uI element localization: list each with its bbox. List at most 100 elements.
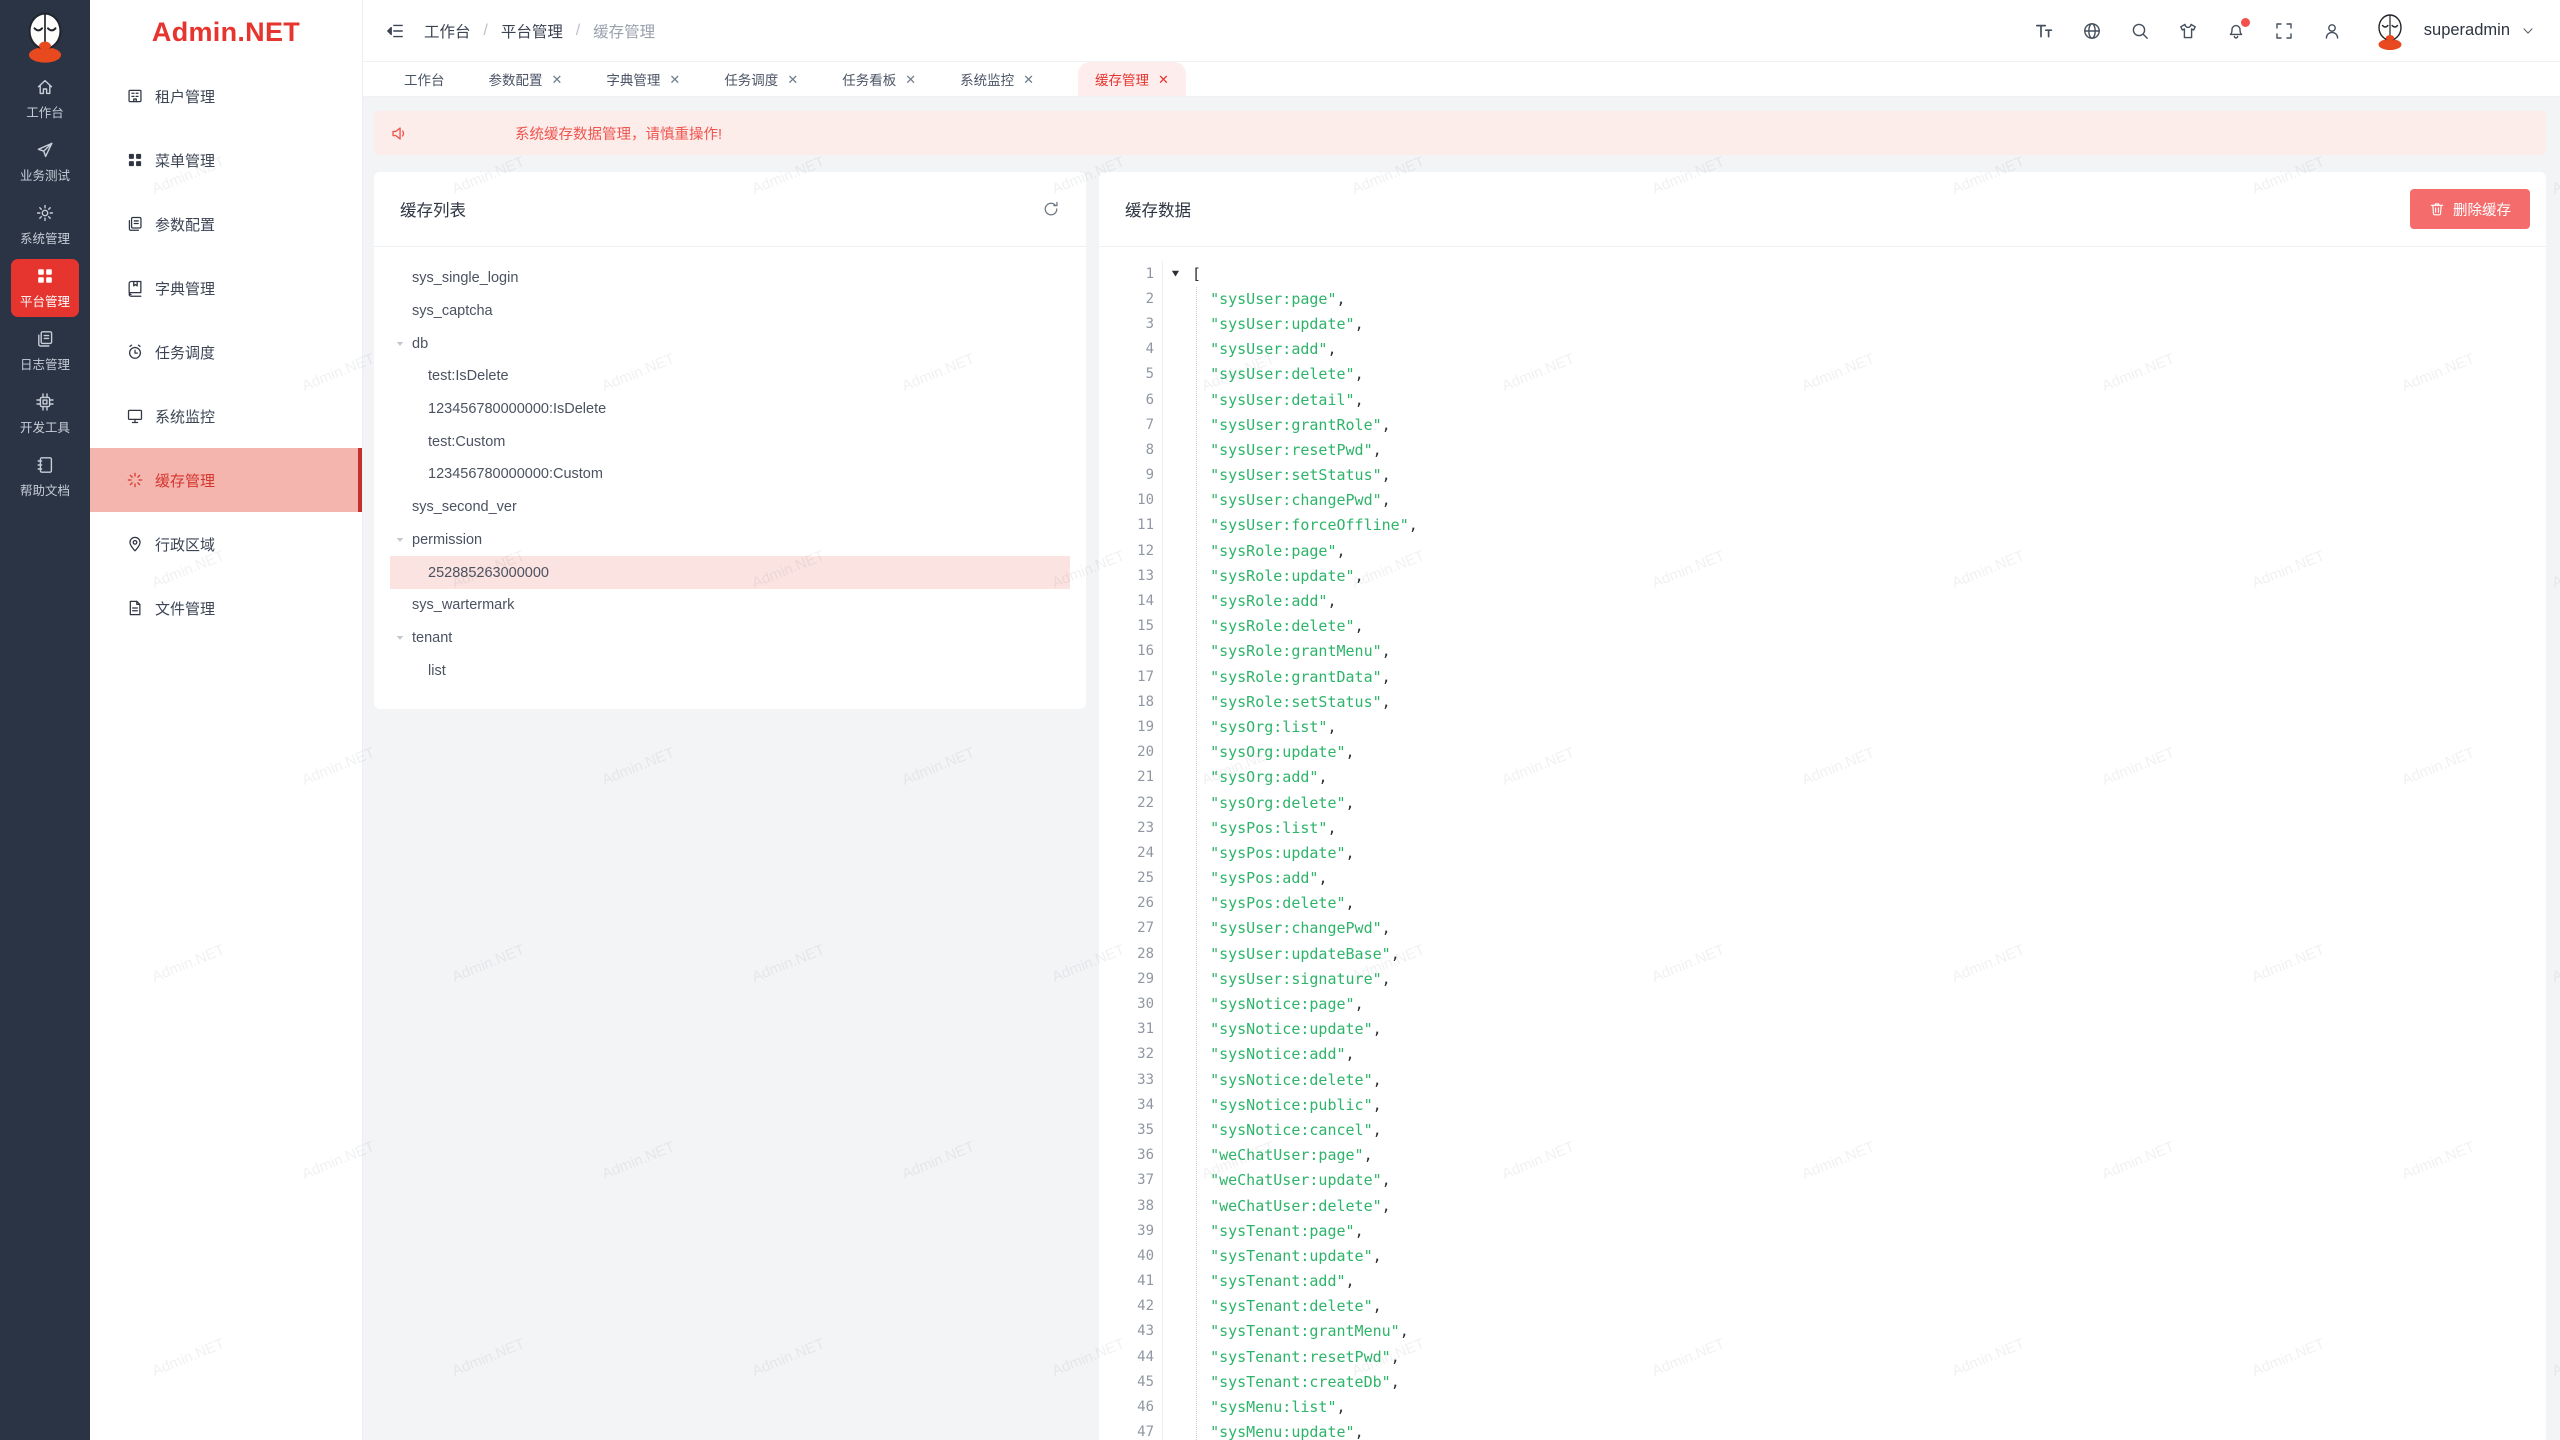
code-text: "sysOrg:list", [1210,717,1337,736]
editor-line: 19 "sysOrg:list", [1099,714,2546,740]
tab-3[interactable]: 任务调度 ✕ [724,62,798,96]
rail-item-5[interactable]: 开发工具 [11,385,79,443]
tree-node-label: sys_captcha [412,303,493,320]
tree-node-252885263000000[interactable]: 252885263000000 [390,556,1070,589]
secondary-sidebar-nav: 租户管理 菜单管理 参数配置 字典管理 任务调度 系统监控 缓存管理 行政区域 … [90,64,362,640]
tree-node-label: sys_single_login [412,270,519,287]
tree-node-sys_single_login[interactable]: sys_single_login [390,262,1070,295]
caret-down-icon[interactable] [394,534,412,546]
tree-node-123456780000000:Custom[interactable]: 123456780000000:Custom [390,458,1070,491]
rail-item-2[interactable]: 系统管理 [11,196,79,254]
close-icon[interactable]: ✕ [669,71,681,87]
sidebar-item-0[interactable]: 租户管理 [90,64,362,128]
rail-item-label: 开发工具 [19,421,70,435]
tab-label: 任务调度 [724,73,779,88]
breadcrumb-item-1[interactable]: 平台管理 [500,23,563,41]
tab-label: 系统监控 [960,73,1015,88]
chevron-down-icon[interactable] [2520,23,2536,39]
tab-5[interactable]: 系统监控 ✕ [960,62,1034,96]
close-icon[interactable]: ✕ [787,71,799,87]
editor-line: 18 "sysRole:setStatus", [1099,689,2546,715]
delete-cache-button[interactable]: 删除缓存 [2410,189,2530,229]
sidebar-item-8[interactable]: 文件管理 [90,576,362,640]
line-number: 22 [1099,789,1163,816]
sidebar-item-4[interactable]: 任务调度 [90,320,362,384]
rail-item-6[interactable]: 帮助文档 [11,448,79,506]
delete-cache-label: 删除缓存 [2453,202,2511,219]
tree-node-123456780000000:IsDelete[interactable]: 123456780000000:IsDelete [390,393,1070,426]
sidebar-item-7[interactable]: 行政区域 [90,512,362,576]
cache-list-panel: 缓存列表 sys_single_login sys_captcha db tes… [374,172,1086,709]
editor-line: 20 "sysOrg:update", [1099,739,2546,765]
tree-node-tenant[interactable]: tenant [390,622,1070,655]
caret-down-icon[interactable] [394,632,412,644]
tree-node-list[interactable]: list [390,654,1070,687]
tab-1[interactable]: 参数配置 ✕ [489,62,563,96]
close-icon[interactable]: ✕ [551,71,563,87]
cache-list-title: 缓存列表 [400,202,466,220]
editor-line: 2 "sysUser:page", [1099,286,2546,312]
caret-down-icon[interactable] [394,338,412,350]
breadcrumb: 工作台 / 平台管理 / 缓存管理 [424,20,655,42]
params-copy-icon [126,215,144,233]
language-globe-icon[interactable] [2082,21,2102,41]
breadcrumb-item-2: 缓存管理 [593,23,656,41]
line-number: 18 [1099,689,1163,715]
rail-item-label: 日志管理 [19,358,70,372]
rail-item-4[interactable]: 日志管理 [11,322,79,380]
tree-node-sys_second_ver[interactable]: sys_second_ver [390,491,1070,524]
close-icon[interactable]: ✕ [1023,71,1035,87]
tree-node-db[interactable]: db [390,327,1070,360]
json-editor[interactable]: 1 [ 2 "sysUser:page", 3 "sysUser:update"… [1099,247,2546,1440]
tree-node-sys_wartermark[interactable]: sys_wartermark [390,589,1070,622]
rail-item-1[interactable]: 业务测试 [11,133,79,191]
code-text: "sysUser:delete", [1210,365,1364,384]
search-icon[interactable] [2130,21,2150,41]
rail-item-3[interactable]: 平台管理 [11,259,79,317]
tab-2[interactable]: 字典管理 ✕ [606,62,680,96]
sidebar-item-3[interactable]: 字典管理 [90,256,362,320]
code-text: "sysPos:add", [1210,869,1328,888]
sidebar-item-2[interactable]: 参数配置 [90,192,362,256]
tab-4[interactable]: 任务看板 ✕ [842,62,916,96]
sidebar-item-5[interactable]: 系统监控 [90,384,362,448]
line-number: 4 [1099,336,1163,362]
rail-item-0[interactable]: 工作台 [11,70,79,128]
app-logo-icon[interactable] [17,8,73,64]
tab-0[interactable]: 工作台 [404,62,445,96]
profile-user-icon[interactable] [2322,21,2342,41]
tree-node-sys_captcha[interactable]: sys_captcha [390,295,1070,328]
fold-triangle-icon[interactable] [1163,268,1192,279]
line-number: 45 [1099,1369,1163,1395]
sidebar-item-6[interactable]: 缓存管理 [90,448,362,512]
fullscreen-icon[interactable] [2274,21,2294,41]
sidebar-item-label: 文件管理 [155,600,216,618]
username[interactable]: superadmin [2423,21,2510,39]
editor-line: 21 "sysOrg:add", [1099,764,2546,790]
editor-line: 47 "sysMenu:update", [1099,1419,2546,1440]
refresh-icon[interactable] [1042,200,1060,218]
app-logo-text[interactable]: Admin.NET [151,16,301,47]
user-avatar[interactable] [2369,10,2410,51]
tab-6[interactable]: 缓存管理 ✕ [1078,62,1186,96]
close-icon[interactable]: ✕ [1158,71,1169,87]
sidebar-item-1[interactable]: 菜单管理 [90,128,362,192]
line-number: 38 [1099,1192,1163,1219]
editor-line: 43 "sysTenant:grantMenu", [1099,1318,2546,1345]
line-number: 6 [1099,386,1163,413]
notification-bell-icon[interactable] [2226,17,2250,41]
collapse-menu-icon[interactable] [385,21,405,41]
tree-node-test:Custom[interactable]: test:Custom [390,425,1070,458]
close-icon[interactable]: ✕ [905,71,917,87]
code-text: "sysOrg:add", [1210,768,1328,787]
tree-node-permission[interactable]: permission [390,524,1070,557]
breadcrumb-item-0[interactable]: 工作台 [424,23,471,41]
font-size-icon[interactable] [2034,21,2054,41]
cache-tree: sys_single_login sys_captcha db test:IsD… [374,247,1086,702]
editor-line: 23 "sysPos:list", [1099,815,2546,841]
line-number: 29 [1099,966,1163,992]
code-text: "sysRole:page", [1210,541,1346,560]
tree-node-test:IsDelete[interactable]: test:IsDelete [390,360,1070,393]
theme-shirt-icon[interactable] [2178,21,2198,41]
editor-line: 31 "sysNotice:update", [1099,1016,2546,1042]
